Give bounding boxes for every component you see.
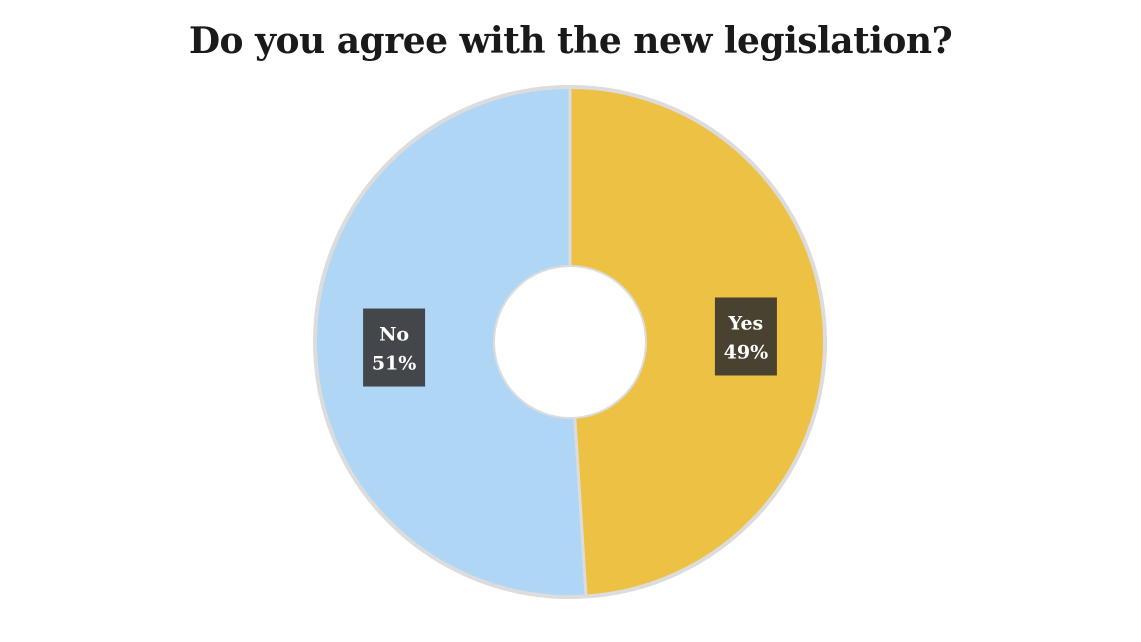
slice-label-box: [363, 308, 426, 387]
slice-label-yes: Yes 49%: [714, 297, 777, 376]
labels-group: Yes 49% No 51%: [363, 297, 777, 387]
slice-label-box: [714, 297, 777, 376]
slice-label-value: 49%: [724, 341, 769, 363]
slice-label-value: 51%: [372, 353, 417, 375]
slice-label-name: No: [379, 324, 409, 346]
slice-label-name: Yes: [728, 312, 764, 334]
chart-title: Do you agree with the new legislation?: [188, 20, 953, 62]
slices-group: [313, 85, 827, 599]
donut-outline: [313, 85, 827, 599]
donut-hole: [493, 265, 647, 419]
slice-label-no: No 51%: [363, 308, 426, 387]
